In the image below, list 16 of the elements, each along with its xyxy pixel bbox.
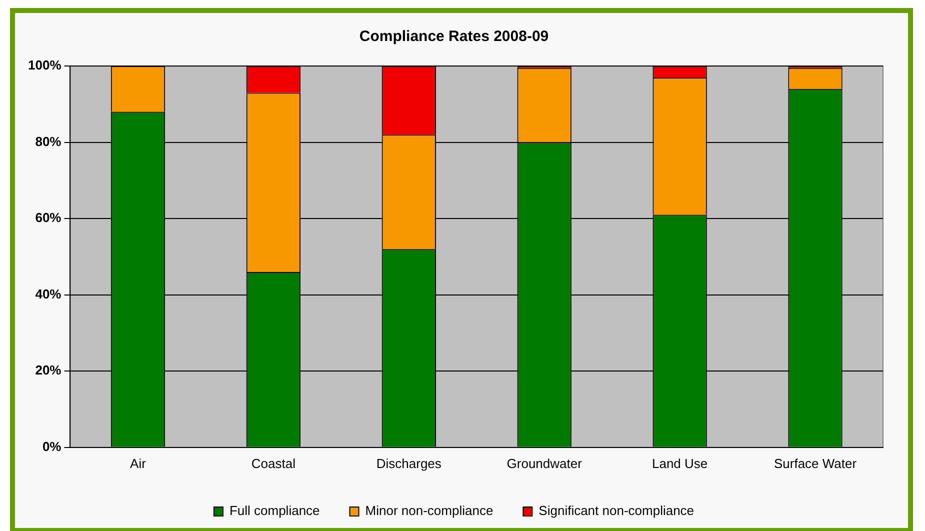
x-tick-label: Coastal (251, 456, 296, 471)
legend-label: Minor non-compliance (365, 503, 494, 518)
y-tick-label: 20% (35, 362, 62, 378)
y-tick-label: 80% (35, 134, 62, 149)
y-tick-label: 100% (28, 58, 62, 73)
x-tick-label: Groundwater (506, 456, 583, 471)
y-tick-label: 40% (35, 286, 62, 302)
chart-title: Compliance Rates 2008-09 (359, 28, 549, 46)
x-tick-label: Land Use (652, 456, 708, 471)
legend-label: Significant non-compliance (538, 503, 694, 518)
x-tick-label: Air (130, 456, 147, 471)
x-tick-label: Discharges (376, 456, 442, 471)
y-tick-label: 60% (35, 210, 62, 226)
y-tick-label: 0% (42, 438, 62, 454)
legend-label: Full compliance (229, 503, 320, 518)
x-tick-label: Surface Water (774, 456, 858, 471)
